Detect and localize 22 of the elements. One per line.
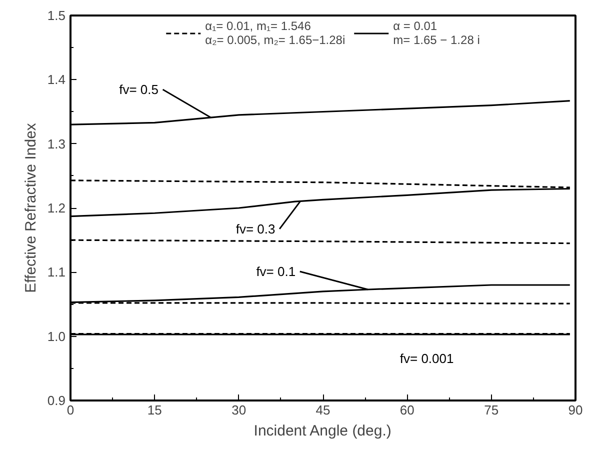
y-tick-label: 1.4 (47, 72, 66, 88)
legend-label: α₁= 0.01, m₁= 1.546 α₂= 0.005, m₂= 1.65−1.28i (205, 19, 346, 47)
y-tick-label: 1.5 (47, 8, 66, 23)
y-tick-label: 1.1 (47, 264, 66, 280)
x-tick-label: 0 (66, 402, 74, 418)
x-axis-title: Incident Angle (deg.) (254, 422, 392, 440)
y-tick-label: 1.0 (47, 328, 66, 344)
x-tick-label: 90 (568, 402, 583, 418)
x-tick-label: 30 (232, 402, 246, 418)
y-tick-label: 1.2 (47, 200, 66, 216)
y-tick-label: 0.9 (47, 393, 66, 408)
annotation: fv= 0.1 (256, 264, 296, 279)
annotation: fv= 0.5 (119, 82, 158, 98)
x-tick-label: 15 (147, 402, 162, 418)
y-tick-label: 1.3 (47, 136, 66, 152)
x-tick-label: 75 (484, 402, 499, 418)
x-tick-label: 45 (316, 402, 330, 418)
legend-label: α = 0.01 m= 1.65 − 1.28 i (393, 19, 480, 47)
x-tick-label: 60 (400, 402, 414, 418)
annotation: fv= 0.3 (236, 221, 276, 236)
annotation: fv= 0.001 (400, 350, 454, 366)
y-axis-title: Effective Refractive Index (22, 122, 40, 293)
